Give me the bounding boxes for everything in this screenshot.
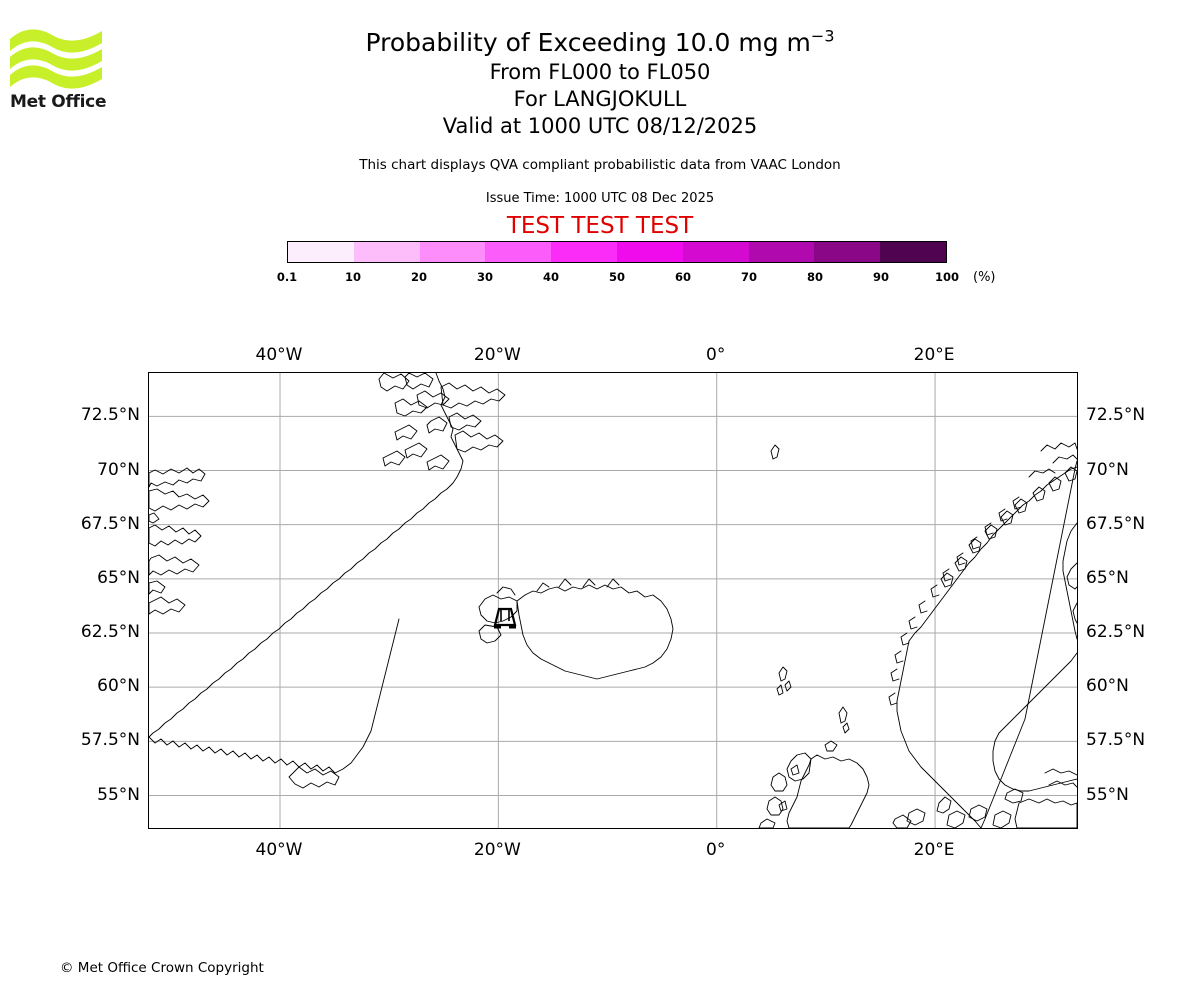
colorbar-segment-6 — [682, 242, 749, 262]
map-gridlines — [149, 373, 1077, 828]
colorbar-tick-40: 40 — [542, 270, 560, 284]
colorbar-segments — [287, 241, 947, 263]
colorbar-segment-4 — [551, 242, 617, 262]
lat-tick-left-3: 62.5°N — [80, 622, 140, 642]
lon-tick-top-2: 0° — [706, 345, 726, 365]
lon-tick-bottom-2: 0° — [706, 840, 726, 860]
title-block: Probability of Exceeding 10.0 mg m−3 Fro… — [0, 26, 1200, 140]
colorbar-tick-30: 30 — [476, 270, 494, 284]
colorbar-segment-3 — [485, 242, 552, 262]
colorbar-segment-2 — [419, 242, 486, 262]
colorbar-tick-90: 90 — [872, 270, 890, 284]
colorbar-tick-70: 70 — [740, 270, 758, 284]
lat-tick-left-4: 65°N — [97, 567, 140, 588]
lat-tick-left-7: 72.5°N — [80, 405, 140, 426]
lat-tick-right-6: 70°N — [1086, 459, 1129, 480]
page-title-text: Probability of Exceeding 10.0 mg m — [365, 28, 811, 57]
volcano-marker-icon — [493, 607, 517, 629]
colorbar-tick-60: 60 — [674, 270, 692, 284]
met-office-logo: Met Office — [10, 25, 122, 115]
met-office-wave-icon — [10, 29, 102, 89]
lat-tick-left-6: 70°N — [97, 459, 140, 480]
probability-colorbar — [287, 241, 947, 263]
lon-tick-top-1: 20°W — [473, 345, 521, 365]
lat-tick-left-5: 67.5°N — [80, 513, 140, 534]
colorbar-tick-10: 10 — [344, 270, 362, 284]
copyright-notice: © Met Office Crown Copyright — [60, 960, 264, 976]
page-title-superscript: −3 — [810, 26, 835, 46]
colorbar-segment-9 — [880, 242, 946, 262]
colorbar-segment-7 — [748, 242, 815, 262]
lat-tick-right-1: 57.5°N — [1086, 730, 1146, 751]
lat-tick-right-5: 67.5°N — [1086, 513, 1146, 534]
lon-tick-top-0: 40°W — [255, 345, 303, 365]
colorbar-tick-80: 80 — [806, 270, 824, 284]
colorbar-segment-0 — [288, 242, 354, 262]
title-volcano: For LANGJOKULL — [513, 87, 687, 111]
colorbar-segment-1 — [353, 242, 420, 262]
lon-tick-bottom-1: 20°W — [473, 840, 521, 860]
map-plot-area — [148, 372, 1078, 829]
lat-tick-right-7: 72.5°N — [1086, 405, 1146, 426]
title-valid-time: Valid at 1000 UTC 08/12/2025 — [442, 114, 758, 138]
colorbar-tick-20: 20 — [410, 270, 428, 284]
colorbar-unit-label: (%) — [973, 270, 996, 285]
lat-tick-right-4: 65°N — [1086, 567, 1129, 588]
colorbar-tick-50: 50 — [608, 270, 626, 284]
colorbar-segment-5 — [616, 242, 683, 262]
qva-note: This chart displays QVA compliant probab… — [359, 157, 841, 173]
lon-tick-bottom-3: 20°E — [913, 840, 955, 860]
lat-tick-right-3: 62.5°N — [1086, 622, 1146, 642]
lat-tick-left-1: 57.5°N — [80, 730, 140, 751]
coastlines — [149, 373, 1077, 828]
lon-tick-bottom-0: 40°W — [255, 840, 303, 860]
colorbar-ticks: 0.1 10 20 30 40 50 60 70 80 90 100 — [277, 265, 959, 285]
lat-tick-left-0: 55°N — [97, 784, 140, 805]
title-flight-levels: From FL000 to FL050 — [489, 60, 711, 84]
colorbar-segment-8 — [814, 242, 881, 262]
met-office-logo-text: Met Office — [10, 92, 107, 112]
issue-time: Issue Time: 1000 UTC 08 Dec 2025 — [485, 191, 715, 206]
map-canvas — [149, 373, 1077, 828]
colorbar-tick-100: 100 — [934, 270, 960, 284]
lat-tick-right-2: 60°N — [1086, 676, 1129, 697]
lon-tick-top-3: 20°E — [913, 345, 955, 365]
colorbar-tick-0-1: 0.1 — [276, 270, 298, 284]
lat-tick-left-2: 60°N — [97, 676, 140, 697]
test-banner: TEST TEST TEST — [506, 213, 694, 239]
page-title: Probability of Exceeding 10.0 mg m−3 — [0, 26, 1200, 59]
lat-tick-right-0: 55°N — [1086, 784, 1129, 805]
